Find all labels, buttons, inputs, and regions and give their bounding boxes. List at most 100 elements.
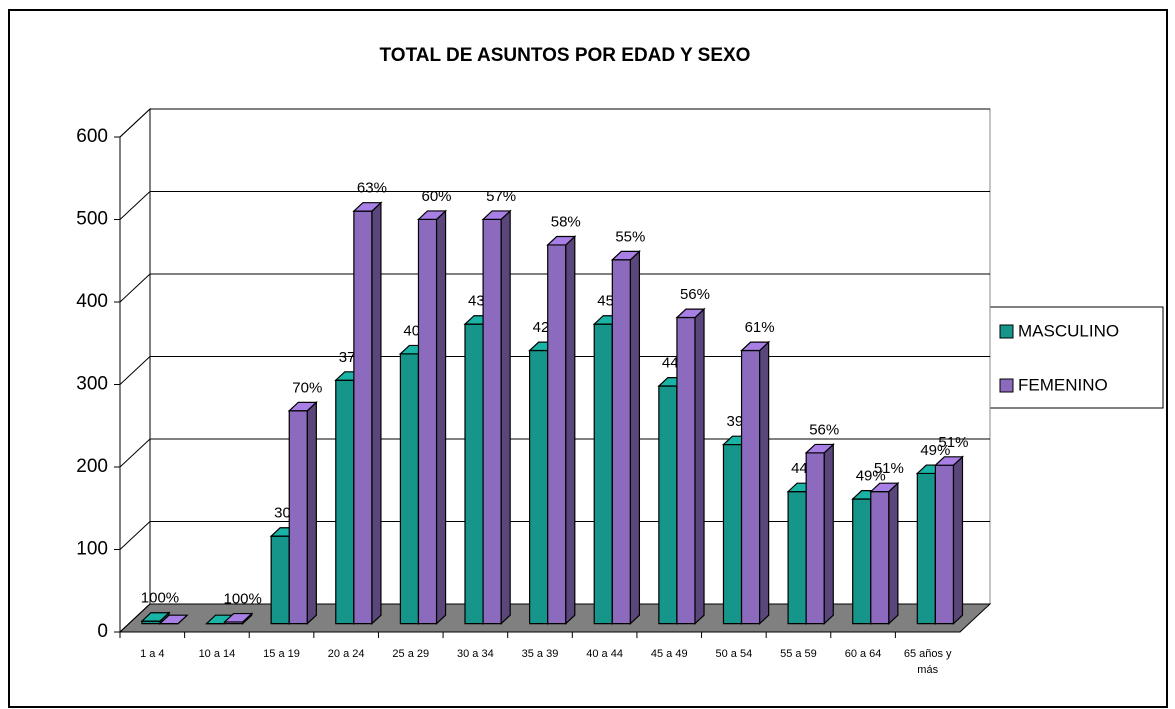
bar-top: [158, 614, 189, 625]
bar-side: [694, 307, 705, 625]
x-tick-label: 35 a 39: [521, 648, 559, 660]
bar-side: [952, 455, 964, 625]
x-tick-label: 40 a 44: [586, 648, 623, 660]
bar-top: [481, 210, 512, 220]
bar-front: [270, 535, 290, 625]
data-label: 63%: [357, 180, 387, 197]
grid-line: [119, 603, 990, 633]
bar: [740, 340, 771, 625]
bar-top: [140, 612, 171, 622]
bar-front: [676, 316, 696, 625]
grid-line: [119, 108, 990, 138]
bar: [804, 443, 835, 625]
x-tick-label: 1 a 4: [140, 648, 165, 660]
legend: [987, 306, 1164, 409]
bar-front: [482, 218, 502, 625]
data-label: 70%: [292, 379, 322, 396]
grid-line: [119, 521, 990, 550]
x-tick-label: 50 a 54: [715, 648, 753, 660]
bar: [158, 614, 189, 625]
legend-label: FEMENINO: [1018, 375, 1108, 394]
data-label: 55%: [615, 228, 645, 245]
y-tick-label: 400: [76, 291, 108, 312]
bar-front: [722, 443, 743, 625]
bar-side: [888, 481, 899, 625]
bar-front: [335, 379, 355, 625]
legend-swatch: [999, 378, 1014, 393]
bar-top: [223, 612, 254, 623]
bar: [416, 209, 448, 625]
x-tick-label: 20 a 24: [327, 648, 365, 660]
bar-side: [306, 400, 317, 625]
data-label: 58%: [551, 213, 581, 230]
bar-front: [417, 218, 438, 625]
data-label: 100%: [141, 590, 179, 607]
data-label: 61%: [745, 319, 775, 336]
bar: [481, 209, 512, 625]
bar-side: [435, 209, 447, 625]
x-tick-label: 45 a 49: [650, 648, 688, 660]
bar: [869, 481, 900, 625]
bar-front: [399, 353, 420, 625]
bar-front: [593, 323, 613, 625]
y-tick-label: 100: [76, 539, 108, 560]
x-tick-label: 65 años y más: [903, 648, 952, 676]
bar: [546, 235, 577, 625]
bar-side: [629, 249, 641, 625]
x-tick-label: 10 a 14: [198, 648, 236, 660]
bar-side: [823, 443, 834, 625]
bar-front: [740, 349, 761, 625]
bar-top: [287, 401, 318, 412]
x-tick-label: 60 a 64: [844, 648, 882, 660]
legend-swatch: [999, 324, 1014, 339]
bar: [675, 307, 706, 625]
y-tick-label: 0: [97, 621, 108, 642]
bar-top: [740, 341, 771, 352]
bar-top: [610, 250, 641, 261]
x-tick-label: 55 a 59: [780, 648, 817, 660]
bar-side: [759, 340, 770, 625]
data-label: 60%: [422, 188, 452, 205]
data-label: 51%: [938, 434, 968, 451]
bar: [352, 201, 383, 625]
bar-front: [658, 385, 678, 625]
bar: [933, 455, 965, 625]
grid-line: [119, 191, 990, 220]
data-label: 49%: [856, 468, 886, 485]
bar-front: [464, 323, 484, 625]
x-tick-label: 15 a 19: [263, 648, 300, 660]
bar-front: [529, 349, 549, 625]
data-label: 57%: [486, 188, 516, 205]
bar-front: [934, 464, 955, 625]
grid-line: [119, 273, 990, 303]
x-tick-label: 30 a 34: [457, 648, 494, 660]
bar-front: [852, 498, 872, 625]
bar-top: [546, 235, 577, 246]
legend-label: MASCULINO: [1018, 321, 1119, 340]
bar-top: [352, 202, 383, 212]
y-tick-label: 500: [76, 209, 108, 230]
bar-front: [353, 210, 373, 625]
bar-front: [288, 410, 308, 625]
grid-line: [119, 356, 990, 385]
bar-top: [804, 443, 835, 454]
data-label: 56%: [809, 421, 839, 438]
y-tick-label: 600: [76, 126, 108, 147]
bar: [287, 400, 318, 625]
data-label: 51%: [874, 460, 904, 477]
bar-top: [869, 482, 900, 493]
y-tick-label: 200: [76, 456, 108, 477]
bar-top: [416, 210, 448, 220]
y-tick-label: 300: [76, 374, 108, 395]
bar-side: [500, 209, 511, 625]
bar-front: [547, 244, 567, 625]
bar-top: [675, 308, 706, 319]
data-label: 100%: [223, 591, 261, 608]
bar-front: [916, 472, 937, 625]
data-label: 49%: [920, 442, 950, 459]
bar: [610, 249, 641, 625]
bar-front: [787, 491, 807, 625]
bar-front: [805, 452, 825, 625]
